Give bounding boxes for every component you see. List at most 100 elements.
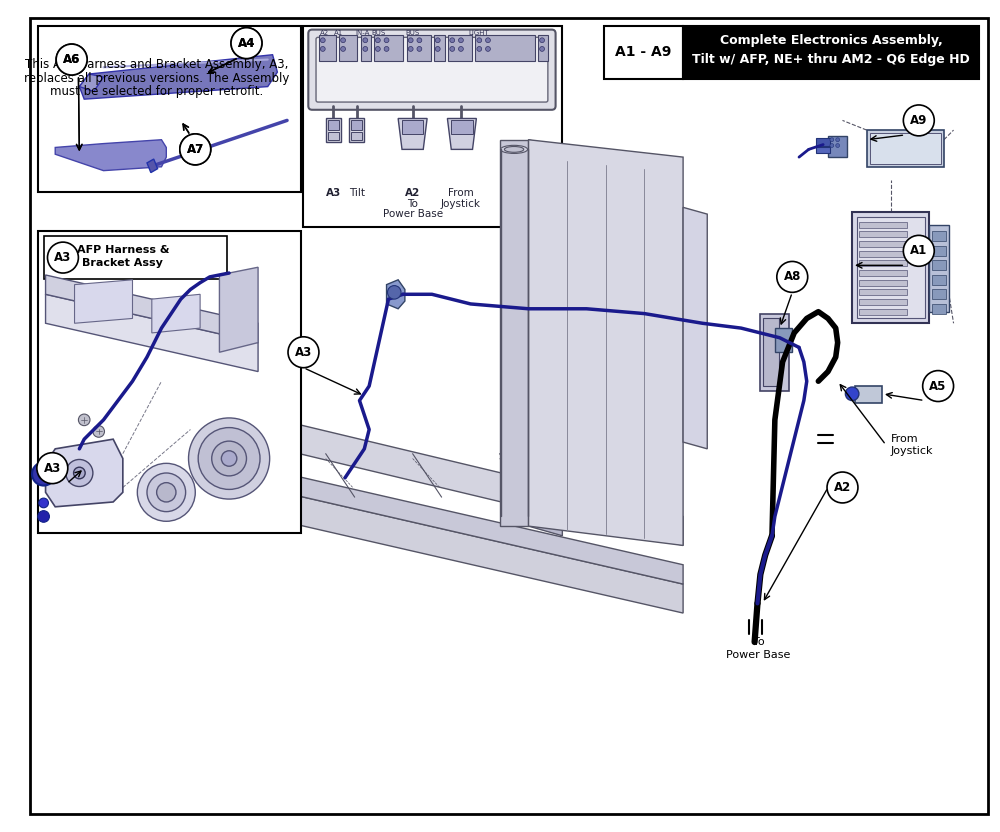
Circle shape xyxy=(830,144,834,147)
Bar xyxy=(859,270,907,276)
Polygon shape xyxy=(447,118,476,150)
Text: A9: A9 xyxy=(910,114,927,127)
Polygon shape xyxy=(46,439,123,507)
Circle shape xyxy=(540,47,544,52)
Circle shape xyxy=(39,498,48,508)
Text: A3: A3 xyxy=(44,462,61,475)
Circle shape xyxy=(903,235,934,266)
Circle shape xyxy=(923,370,954,402)
Circle shape xyxy=(341,47,345,52)
Bar xyxy=(932,260,946,270)
Text: To: To xyxy=(407,200,418,210)
Bar xyxy=(361,36,371,61)
Circle shape xyxy=(375,37,380,42)
Bar xyxy=(475,36,535,61)
Bar xyxy=(538,36,548,61)
Text: A8: A8 xyxy=(784,270,801,284)
Bar xyxy=(402,121,423,134)
Circle shape xyxy=(38,468,49,480)
Text: A4: A4 xyxy=(238,37,255,50)
Bar xyxy=(451,121,473,134)
Text: A7: A7 xyxy=(187,143,204,156)
Text: LIGHT: LIGHT xyxy=(468,31,489,37)
Text: Power Base: Power Base xyxy=(726,650,791,660)
Text: A3: A3 xyxy=(326,188,341,198)
Polygon shape xyxy=(387,280,405,309)
Bar xyxy=(38,231,301,532)
Bar xyxy=(319,36,336,61)
Circle shape xyxy=(38,511,49,522)
Text: A3: A3 xyxy=(54,251,72,264)
Bar xyxy=(339,36,357,61)
Text: Tilt w/ AFP, NE+ thru AM2 - Q6 Edge HD: Tilt w/ AFP, NE+ thru AM2 - Q6 Edge HD xyxy=(692,53,970,66)
Bar xyxy=(604,26,683,79)
Text: To: To xyxy=(753,637,764,647)
Circle shape xyxy=(56,44,87,75)
Text: BUS: BUS xyxy=(372,31,386,37)
Text: Joystick: Joystick xyxy=(441,200,481,210)
Bar xyxy=(351,121,362,130)
Circle shape xyxy=(435,47,440,52)
Circle shape xyxy=(450,47,455,52)
Circle shape xyxy=(384,47,389,52)
Circle shape xyxy=(459,37,463,42)
FancyBboxPatch shape xyxy=(308,30,556,110)
Circle shape xyxy=(157,483,176,502)
Polygon shape xyxy=(55,140,166,171)
Circle shape xyxy=(830,138,834,141)
Ellipse shape xyxy=(501,146,528,153)
Bar xyxy=(855,386,882,404)
Bar xyxy=(859,241,907,247)
Text: From: From xyxy=(891,434,918,444)
Polygon shape xyxy=(683,207,707,448)
Circle shape xyxy=(78,414,90,426)
Bar xyxy=(434,36,445,61)
Text: A2: A2 xyxy=(834,481,851,494)
Bar xyxy=(828,136,847,157)
Circle shape xyxy=(93,426,104,438)
Circle shape xyxy=(486,47,490,52)
Circle shape xyxy=(198,428,260,489)
Text: A1 - A9: A1 - A9 xyxy=(615,45,672,59)
Text: Power Base: Power Base xyxy=(383,209,443,219)
Bar xyxy=(859,222,907,228)
Bar xyxy=(816,138,830,146)
Polygon shape xyxy=(398,118,427,150)
Circle shape xyxy=(47,242,78,273)
Text: This AFP Harness and Bracket Assembly, A3,: This AFP Harness and Bracket Assembly, A… xyxy=(25,58,288,72)
Bar xyxy=(816,147,830,153)
Circle shape xyxy=(288,337,319,368)
Bar xyxy=(448,36,472,61)
Polygon shape xyxy=(500,140,529,526)
Circle shape xyxy=(540,37,544,42)
Bar xyxy=(328,121,339,130)
Circle shape xyxy=(74,468,85,478)
Bar xyxy=(351,132,362,140)
Polygon shape xyxy=(75,280,132,324)
Bar xyxy=(859,309,907,314)
Bar xyxy=(374,36,403,61)
Bar xyxy=(859,231,907,237)
Bar xyxy=(859,300,907,305)
Bar xyxy=(407,36,431,61)
Circle shape xyxy=(56,44,87,75)
Polygon shape xyxy=(147,159,158,172)
Circle shape xyxy=(137,463,195,522)
Circle shape xyxy=(408,47,413,52)
Bar xyxy=(857,217,925,319)
Circle shape xyxy=(836,144,840,147)
Text: A4: A4 xyxy=(238,37,255,50)
Circle shape xyxy=(836,138,840,141)
Text: A1: A1 xyxy=(334,31,343,37)
Polygon shape xyxy=(219,267,258,352)
Polygon shape xyxy=(529,140,683,546)
Text: IN-A: IN-A xyxy=(355,31,370,37)
Text: A2: A2 xyxy=(320,31,329,37)
Bar xyxy=(44,236,227,279)
Circle shape xyxy=(486,37,490,42)
Bar xyxy=(870,133,941,164)
Text: A1: A1 xyxy=(910,245,927,257)
Circle shape xyxy=(450,37,455,42)
Polygon shape xyxy=(152,295,200,333)
Circle shape xyxy=(341,37,345,42)
